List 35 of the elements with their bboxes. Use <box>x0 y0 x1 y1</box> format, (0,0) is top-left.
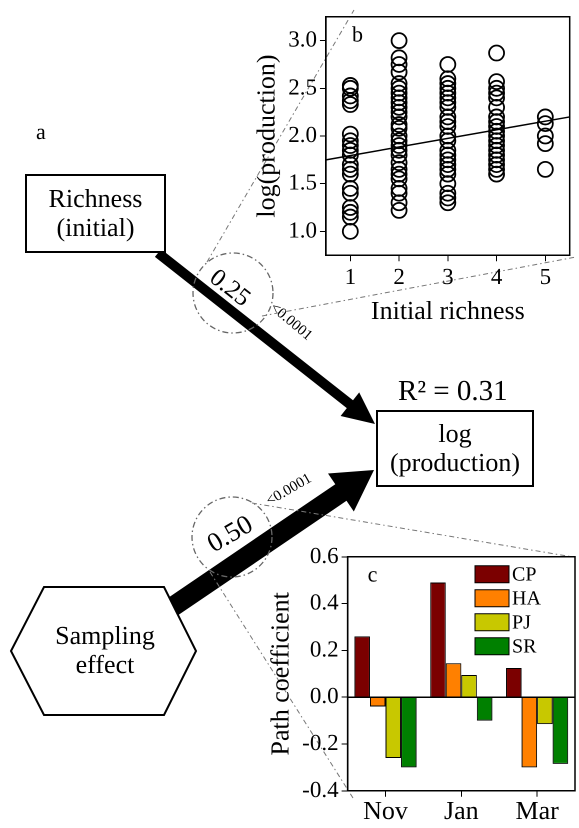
text: a <box>36 119 46 144</box>
text: 0.25 <box>204 264 256 312</box>
y-tick-label: -0.4 <box>302 776 340 802</box>
y-tick-label: 2.0 <box>288 122 317 148</box>
x-tick-label: 3 <box>442 264 454 290</box>
y-axis-title: log(production) <box>251 54 280 218</box>
y-tick-label: 0.2 <box>310 636 339 662</box>
x-tick-label: 4 <box>490 264 503 290</box>
annotation: b <box>352 22 363 47</box>
y-tick-label: 1.0 <box>288 217 317 242</box>
y-tick-label: 0.0 <box>310 683 339 708</box>
y-tick-label: -0.2 <box>302 730 339 756</box>
legend-label: HA <box>512 588 542 610</box>
x-tick-label: Mar <box>515 796 560 826</box>
text: 0.50 <box>202 508 258 559</box>
y-tick-label: 1.5 <box>288 170 317 195</box>
text: log (production) <box>376 410 534 487</box>
y-tick-label: 0.6 <box>310 542 339 568</box>
x-tick-label: 2 <box>393 264 405 290</box>
x-tick-label: 1 <box>344 264 356 290</box>
y-tick-label: 0.4 <box>310 590 340 615</box>
legend-label: SR <box>512 636 538 658</box>
annotation: c <box>368 562 378 587</box>
text: Sampling effect <box>54 620 156 681</box>
text: Richness (initial) <box>25 174 166 253</box>
y-tick-label: 2.5 <box>288 74 317 100</box>
legend-label: PJ <box>512 612 532 634</box>
text: R² = 0.31 <box>398 375 508 408</box>
x-tick-label: Nov <box>363 796 408 826</box>
legend-label: CP <box>512 564 536 586</box>
y-tick-label: 3.0 <box>288 26 317 52</box>
x-axis-title: Initial richness <box>370 296 525 326</box>
x-tick-label: 5 <box>540 264 552 290</box>
y-axis-title: Path coefficient <box>265 591 294 756</box>
x-tick-label: Jan <box>444 796 479 826</box>
